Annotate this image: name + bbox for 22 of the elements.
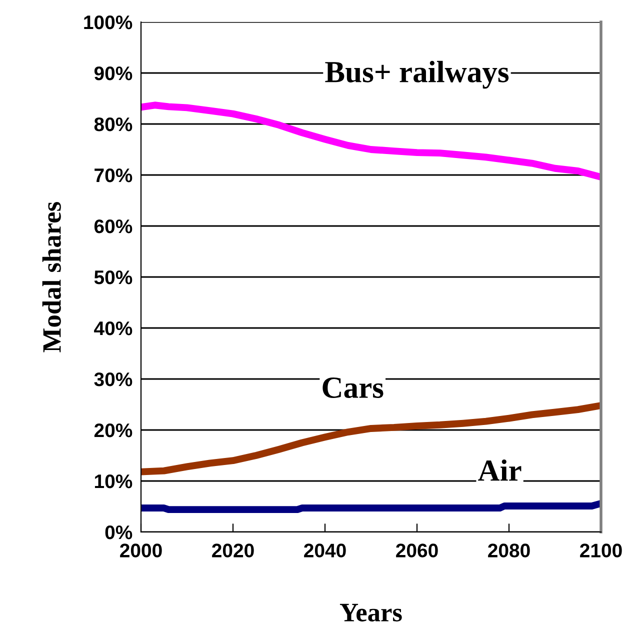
x-tick-label: 2020	[212, 544, 254, 558]
y-tick-label: 60%	[94, 219, 132, 234]
y-tick-label: 50%	[94, 270, 132, 284]
y-tick-label: 20%	[94, 423, 132, 438]
x-tick-label: 2060	[396, 544, 438, 558]
x-tick-label: 2080	[488, 544, 530, 558]
y-tick-label: 80%	[94, 117, 132, 132]
y-tick-label: 100%	[84, 15, 132, 30]
y-tick-label: 30%	[94, 372, 132, 386]
y-tick-label: 70%	[94, 168, 132, 182]
y-tick-label: 40%	[94, 321, 132, 336]
x-tick-label: 2040	[304, 544, 346, 558]
series-label: Bus+ railways	[325, 60, 509, 89]
x-tick-label: 2100	[580, 544, 622, 558]
y-tick-label: 90%	[94, 66, 132, 80]
series-label: Air	[478, 459, 522, 481]
y-axis-title: Modal shares	[42, 202, 61, 352]
x-tick-label: 2000	[120, 544, 162, 558]
y-tick-label: 10%	[94, 474, 132, 488]
series-label: Cars	[322, 377, 384, 398]
x-axis-title: Years	[340, 604, 402, 622]
y-tick-label: 0%	[105, 525, 132, 540]
